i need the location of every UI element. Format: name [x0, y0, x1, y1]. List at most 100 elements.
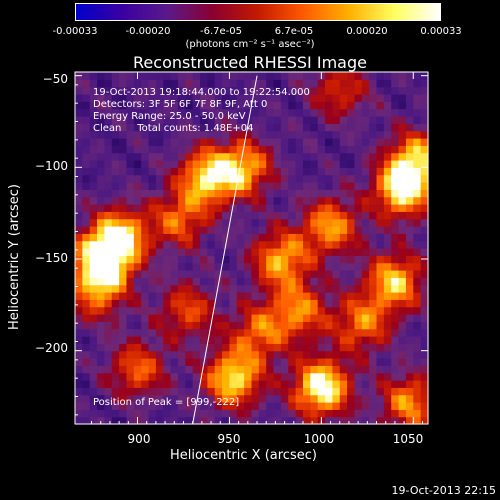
heatmap-cell [155, 416, 164, 425]
heatmap-cell [302, 240, 311, 249]
heatmap-cell [200, 270, 208, 278]
heatmap-cell [185, 350, 194, 359]
heatmap-cell [317, 409, 326, 418]
heatmap-cell [207, 145, 216, 154]
heatmap-cell [104, 328, 113, 337]
heatmap-cell [89, 196, 98, 205]
heatmap-cell [141, 94, 150, 102]
heatmap-cell [398, 79, 407, 88]
y-tick-label: −200 [35, 341, 68, 355]
heatmap-cell [170, 233, 179, 242]
heatmap-cell [391, 350, 400, 359]
heatmap-cell [244, 182, 253, 190]
heatmap-cell [170, 292, 179, 300]
heatmap-cell [82, 255, 91, 264]
heatmap-cell [133, 116, 142, 124]
heatmap-cell [347, 226, 356, 234]
heatmap-cell [89, 292, 98, 300]
heatmap-cell [295, 409, 304, 418]
heatmap-cell [177, 394, 186, 403]
heatmap-cell [288, 79, 297, 88]
heatmap-cell [280, 387, 289, 396]
heatmap-cell [339, 372, 348, 381]
heatmap-cell [266, 226, 275, 234]
heatmap-cell [141, 86, 150, 95]
heatmap-cell [405, 255, 414, 264]
heatmap-cell [317, 196, 326, 205]
heatmap-cell [288, 123, 297, 132]
heatmap-cell [258, 409, 267, 418]
heatmap-cell [185, 380, 194, 388]
heatmap-cell [280, 416, 289, 425]
heatmap-cell [339, 262, 348, 271]
heatmap-cell [413, 292, 422, 300]
heatmap-cell [288, 262, 297, 271]
heatmap-cell [148, 218, 157, 227]
heatmap-cell [200, 292, 208, 300]
heatmap-cell [82, 108, 91, 117]
heatmap-cell [97, 145, 106, 154]
heatmap-cell [288, 372, 297, 381]
heatmap-cell [354, 226, 363, 234]
heatmap-cell [148, 167, 157, 176]
heatmap-cell [317, 262, 326, 271]
heatmap-cell [420, 233, 429, 242]
heatmap-cell [325, 211, 333, 220]
heatmap-cell [280, 79, 289, 88]
heatmap-cell [325, 306, 333, 315]
heatmap-cell [280, 145, 289, 154]
heatmap-cell [163, 328, 172, 337]
heatmap-cell [163, 101, 172, 110]
heatmap-cell [383, 350, 392, 359]
heatmap-cell [89, 218, 98, 227]
heatmap-cell [325, 204, 333, 212]
heatmap-cell [207, 108, 216, 117]
heatmap-cell [148, 343, 157, 352]
heatmap-cell [295, 226, 304, 234]
heatmap-cell [119, 182, 128, 190]
heatmap-cell [310, 306, 319, 315]
heatmap-cell [244, 160, 253, 168]
heatmap-cell [398, 174, 407, 183]
heatmap-cell [244, 145, 253, 154]
heatmap-cell [192, 211, 201, 220]
heatmap-cell [133, 138, 142, 146]
heatmap-cell [177, 358, 186, 366]
heatmap-cell [332, 108, 341, 117]
heatmap-cell [413, 196, 422, 205]
heatmap-cell [266, 343, 275, 352]
heatmap-cell [163, 402, 172, 410]
heatmap-cell [207, 174, 216, 183]
heatmap-cell [185, 270, 194, 278]
heatmap-cell [325, 394, 333, 403]
heatmap-cell [413, 306, 422, 315]
heatmap-cell [89, 372, 98, 381]
heatmap-cell [236, 336, 245, 344]
heatmap-cell [163, 116, 172, 124]
heatmap-cell [405, 394, 414, 403]
heatmap-cell [347, 108, 356, 117]
heatmap-cell [222, 248, 231, 256]
heatmap-cell [339, 233, 348, 242]
heatmap-cell [97, 277, 106, 286]
heatmap-cell [119, 152, 128, 161]
heatmap-cell [369, 130, 378, 139]
heatmap-cell [155, 409, 164, 418]
heatmap-cell [413, 336, 422, 344]
heatmap-cell [82, 314, 91, 322]
heatmap-cell [133, 130, 142, 139]
heatmap-cell [236, 86, 245, 95]
heatmap-cell [391, 204, 400, 212]
heatmap-cell [317, 167, 326, 176]
heatmap-cell [89, 101, 98, 110]
heatmap-cell [155, 255, 164, 264]
heatmap-cell [383, 145, 392, 154]
heatmap-cell [82, 160, 91, 168]
heatmap-cell [155, 167, 164, 176]
heatmap-cell [244, 350, 253, 359]
heatmap-cell [347, 138, 356, 146]
heatmap-cell [126, 321, 135, 330]
heatmap-cell [133, 255, 142, 264]
heatmap-cell [280, 211, 289, 220]
heatmap-cell [398, 387, 407, 396]
